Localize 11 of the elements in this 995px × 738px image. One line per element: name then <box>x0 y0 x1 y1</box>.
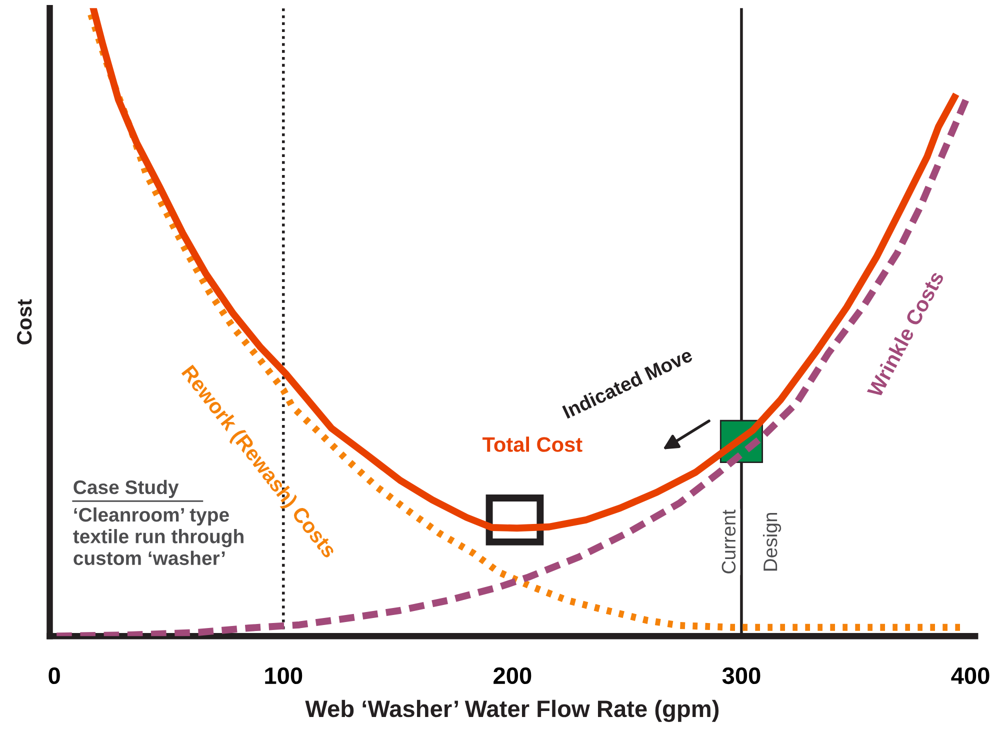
text: Current Design <box>722 510 782 574</box>
y-axis-title: Cost <box>16 299 32 344</box>
x-tick-label: 100 <box>265 667 302 684</box>
x-tick-label: 300 <box>722 667 760 684</box>
annotation: Case Study <box>74 480 179 498</box>
annotation: ‘Cleanroom’ type textile run through custom ‘washer’ <box>73 507 244 566</box>
x-axis-title: Web ‘Washer’ Water Flow Rate (gpm) <box>305 700 719 722</box>
x-tick-label: 200 <box>494 667 532 684</box>
text: Total Cost <box>482 436 582 452</box>
x-tick-label: 400 <box>951 667 990 684</box>
x-tick-label: 0 <box>48 667 60 684</box>
